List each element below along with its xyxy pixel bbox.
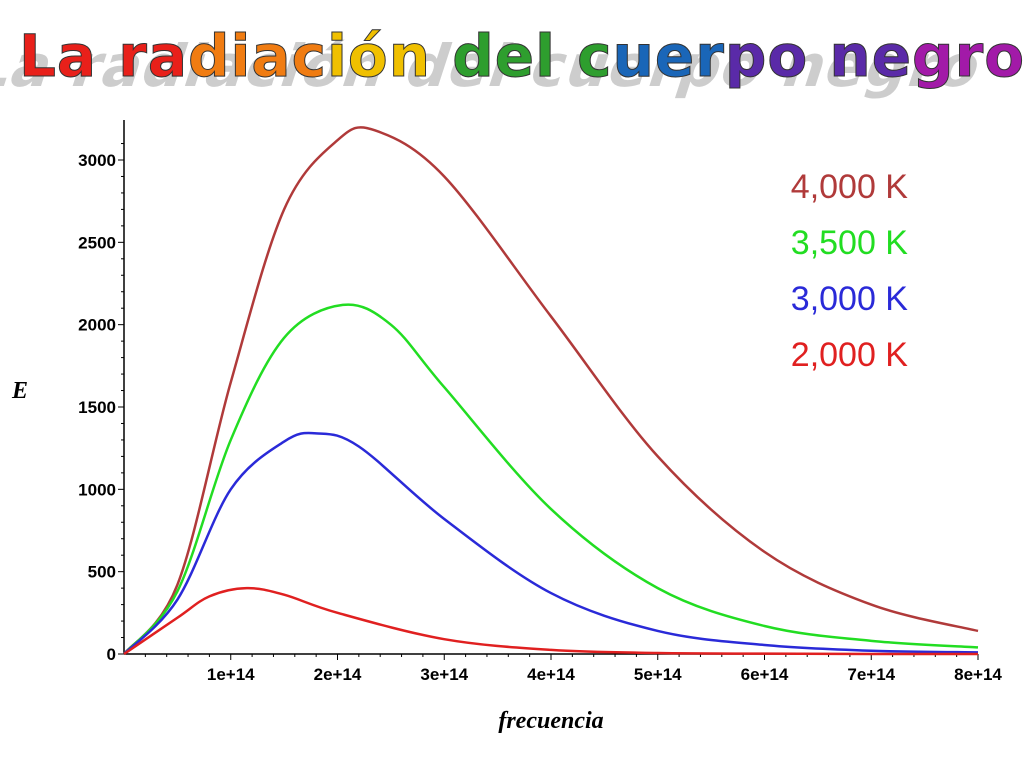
title-letter: e xyxy=(872,22,912,90)
title-letter xyxy=(808,22,829,90)
title-letter: r xyxy=(695,22,725,90)
y-tick-label: 2500 xyxy=(78,233,116,252)
title-letter: i xyxy=(231,22,252,90)
title-letter: ó xyxy=(348,22,389,90)
series-line-4000k xyxy=(123,126,979,655)
x-tick-label: 6e+14 xyxy=(741,665,789,684)
series-line-3500k xyxy=(123,303,979,655)
y-ticks: 0 500 1000 1500 2000 2500 3000 xyxy=(78,143,124,664)
x-tick-label: 2e+14 xyxy=(314,665,362,684)
title-letter: o xyxy=(984,22,1024,90)
y-tick-label: 1000 xyxy=(78,480,116,499)
title-letter: o xyxy=(767,22,808,90)
y-tick-label: 0 xyxy=(107,645,116,664)
x-tick-label: 7e+14 xyxy=(847,665,895,684)
title-letter: a xyxy=(57,22,97,90)
title-letter: n xyxy=(829,22,871,90)
title-letter: e xyxy=(655,22,695,90)
x-tick-label: 8e+14 xyxy=(954,665,1002,684)
title-letter: a xyxy=(148,22,188,90)
x-tick-label: 3e+14 xyxy=(420,665,468,684)
title-letter xyxy=(97,22,118,90)
y-tick-label: 500 xyxy=(88,563,116,582)
legend-item: 3,500 K xyxy=(791,224,909,262)
x-axis-label: frecuencia xyxy=(498,708,603,734)
title-letter: c xyxy=(292,22,327,90)
title-letter: e xyxy=(495,22,535,90)
title-letter: L xyxy=(19,22,57,90)
series-line-3000k xyxy=(123,431,979,655)
legend-item: 4,000 K xyxy=(791,168,909,206)
y-tick-label: 3000 xyxy=(78,151,116,170)
series-line-2000k xyxy=(123,586,979,656)
y-tick-label: 2000 xyxy=(78,316,116,335)
x-tick-label: 4e+14 xyxy=(527,665,575,684)
slide-title-shadow: La radiación del cuerpo negro xyxy=(0,33,991,100)
legend-item: 3,000 K xyxy=(791,280,909,318)
y-tick-label: 1500 xyxy=(78,398,116,417)
title-letter: u xyxy=(613,22,655,90)
title-letter: d xyxy=(188,22,231,90)
x-tick-label: 1e+14 xyxy=(207,665,255,684)
title-letter: g xyxy=(912,22,955,90)
title-letter: l xyxy=(535,22,556,90)
title-letter xyxy=(556,22,577,90)
title-letter: r xyxy=(118,22,148,90)
title-letter: r xyxy=(955,22,985,90)
title-letter: c xyxy=(577,22,612,90)
series-curves xyxy=(123,126,979,656)
legend-item: 2,000 K xyxy=(791,336,909,374)
x-tick-label: 5e+14 xyxy=(634,665,682,684)
y-axis-label: E xyxy=(11,378,28,404)
title-letter: d xyxy=(452,22,495,90)
plot-area: 0 500 1000 1500 2000 2500 3000 1e+14 2e+14 3e+14… xyxy=(11,120,1002,734)
x-ticks: 1e+14 2e+14 3e+14 4e+14 5e+14 6e+14 7e+14 8e+14 xyxy=(144,654,1002,684)
title-letter: a xyxy=(251,22,291,90)
title-letter: p xyxy=(725,22,768,90)
legend: 4,000 K 3,500 K 3,000 K 2,000 K xyxy=(791,168,909,374)
slide-title-text: La radiación del cuerpo negro xyxy=(19,22,1024,90)
title-letter: n xyxy=(389,22,431,90)
title-letter: i xyxy=(327,22,348,90)
slide-title: La radiación del cuerpo negro La radiaci… xyxy=(0,22,1024,101)
title-letter xyxy=(431,22,452,90)
